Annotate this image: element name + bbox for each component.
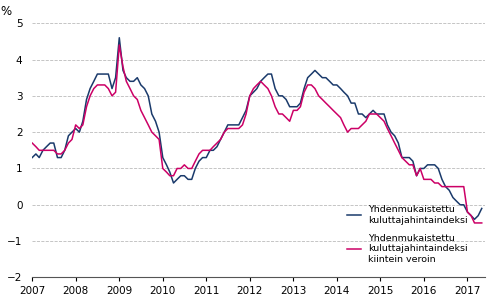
Legend: Yhdenmukaistettu
kuluttajahintaindeksi, Yhdenmukaistettu
kuluttajahintaindeksi
k: Yhdenmukaistettu kuluttajahintaindeksi, … [343,201,472,268]
Text: %: % [0,5,12,18]
Line: Yhdenmukaistettu
kuluttajahintaindeksi
kiintein veroin: Yhdenmukaistettu kuluttajahintaindeksi k… [32,45,482,223]
Line: Yhdenmukaistettu
kuluttajahintaindeksi: Yhdenmukaistettu kuluttajahintaindeksi [32,38,482,219]
